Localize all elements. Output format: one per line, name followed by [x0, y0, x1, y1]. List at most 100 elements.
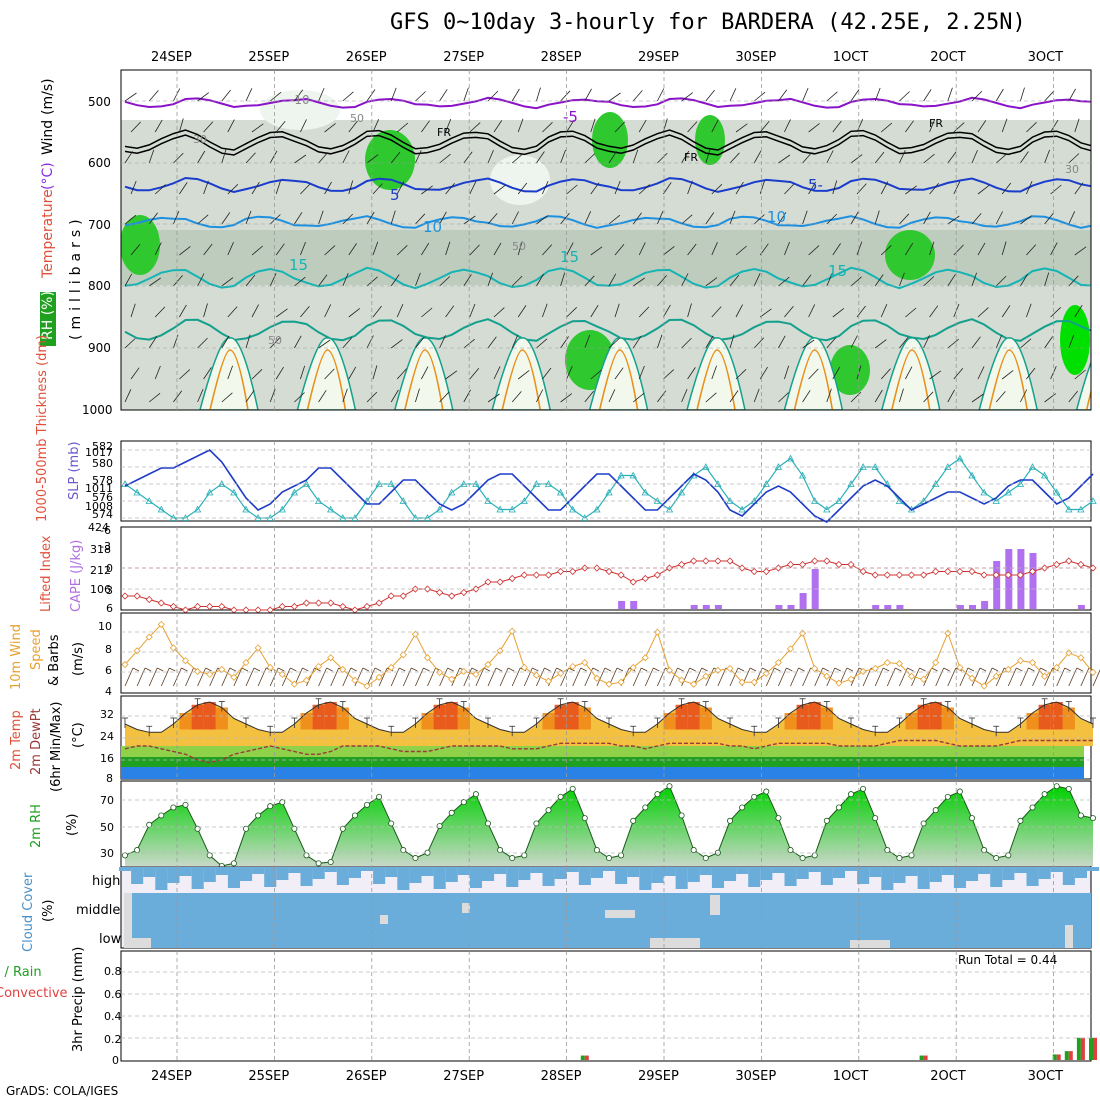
temp-hot-cell: [179, 713, 192, 730]
wind-barb-10m: [959, 667, 969, 687]
rh-marker: [799, 855, 806, 862]
wind-barb: [390, 274, 400, 287]
wind-barb: [729, 274, 740, 287]
wind-marker: [448, 675, 456, 683]
wind-marker: [1028, 659, 1037, 667]
wind-barb: [1020, 389, 1028, 403]
rh-marker: [751, 793, 758, 800]
wind-barb: [221, 392, 233, 403]
li-marker: [460, 588, 468, 597]
wind-barb: [487, 90, 499, 102]
warm-lobe-inner: [988, 349, 1028, 410]
wind-barb: [1050, 307, 1061, 318]
wind-barb: [1050, 119, 1059, 133]
wind-barb: [124, 214, 137, 225]
wind-barb-tick: [314, 667, 321, 672]
wind-barb: [560, 212, 570, 225]
wind-barb: [929, 118, 936, 133]
wind-barb: [905, 120, 914, 133]
wind-barb: [536, 215, 548, 225]
wind-barb: [735, 245, 747, 256]
wind-barb: [130, 180, 137, 195]
thickness-marker: [665, 505, 674, 513]
wind-barb: [657, 275, 667, 287]
thickness-marker: [677, 488, 686, 496]
wind-barb: [590, 118, 596, 133]
rh-marker: [327, 859, 334, 866]
wind-barb: [148, 90, 159, 102]
wind-barb: [517, 370, 530, 380]
wind-barb-tick: [411, 667, 418, 672]
wind-barb: [614, 121, 625, 133]
temp-ylabel-c: (6hr Min/Max): [49, 702, 64, 792]
precip-total-bar: [919, 1055, 924, 1060]
wind-barb: [977, 366, 985, 380]
wind-barb-tick: [423, 667, 430, 672]
cloud-high-bar: [482, 867, 495, 881]
wind-barb: [759, 366, 768, 380]
warm-lobe-inner: [891, 349, 931, 410]
thickness-marker: [1053, 488, 1061, 496]
wind-barb-tick: [677, 667, 684, 672]
wind-barb: [487, 336, 497, 349]
wind-barb: [947, 274, 956, 287]
wind-barb: [705, 149, 711, 164]
wind-barb: [203, 180, 209, 195]
ylabel-wind-unit: (m/s): [40, 78, 56, 115]
wind-barb: [560, 90, 571, 102]
wind-barb-tick: [374, 667, 382, 672]
wind-barb: [275, 366, 284, 380]
wind-barb: [584, 153, 596, 164]
li-marker: [448, 592, 456, 600]
cloud-high-bar: [530, 867, 543, 873]
wind-barb: [130, 121, 141, 133]
cloud-high-bar: [845, 867, 858, 871]
top-date-label: 30SEP: [735, 50, 776, 65]
wind-barb-tick: [907, 667, 914, 672]
li-marker: [1041, 564, 1049, 572]
rh-marker: [533, 820, 540, 827]
wind-barb-10m: [318, 667, 327, 687]
contour-label: 15: [560, 248, 579, 266]
wind-marker: [315, 662, 323, 671]
wind-barb: [390, 151, 401, 164]
rh-marker: [835, 804, 842, 811]
upper-unit-label: (millibars): [68, 214, 84, 340]
wind-barb: [729, 390, 739, 403]
rh-panel: 70 50 30 2m RH (%): [29, 780, 1097, 870]
wind-barb: [130, 244, 141, 256]
wind-unit: (m/s): [71, 642, 86, 676]
rh-marker: [932, 807, 939, 814]
cloud-high-bar: [179, 867, 192, 876]
wind-barb: [1001, 241, 1007, 256]
wind-marker: [460, 667, 468, 675]
cloud-clear-patch: [462, 903, 470, 913]
wind-barb-10m: [148, 667, 158, 687]
wind-barb: [421, 242, 430, 256]
thickness-marker: [327, 505, 335, 513]
cloud-high-bar: [1014, 867, 1027, 873]
wind-barb: [348, 120, 358, 133]
rh-markers: [122, 783, 1097, 870]
wind-barb: [542, 303, 548, 318]
wind-barb: [899, 388, 904, 403]
thickness-marker: [605, 488, 613, 496]
wind-barb: [923, 335, 930, 349]
wind-barb: [439, 211, 447, 225]
wind-barb: [197, 214, 209, 225]
wind-barb: [729, 210, 736, 225]
level-tick: 700: [88, 218, 111, 232]
wind-barb-tick: [580, 667, 587, 672]
wind-barb: [197, 273, 205, 287]
wind-barb: [802, 339, 815, 349]
temp-tick: 8: [106, 772, 113, 785]
wind-barb: [657, 390, 667, 403]
temp-hot-cell: [1038, 704, 1051, 730]
wind-barb: [487, 272, 493, 287]
rh-marker: [1029, 804, 1036, 811]
wind-barb-10m: [596, 667, 606, 687]
wind-barb: [324, 181, 332, 195]
wind-barb-10m: [136, 667, 146, 687]
rh-marker: [860, 785, 867, 792]
cloud-clear-patch: [380, 915, 388, 924]
